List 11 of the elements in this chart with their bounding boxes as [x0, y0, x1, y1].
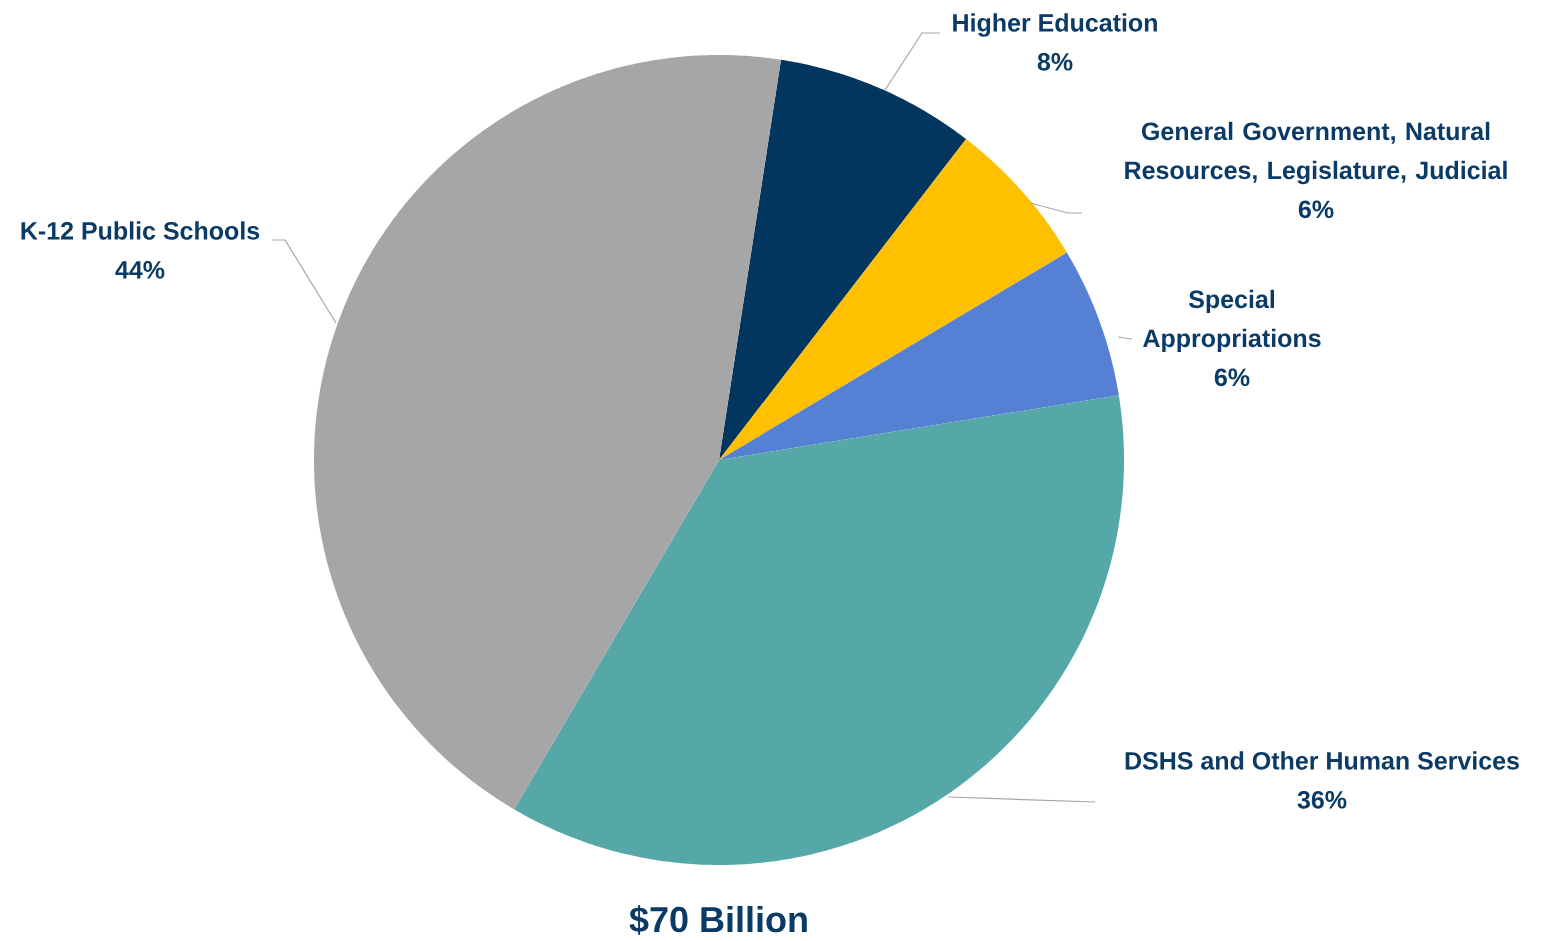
data-label: 6%: [1298, 200, 1334, 219]
slice-label: Higher Education: [953, 13, 1157, 37]
data-label: 6%: [1214, 368, 1250, 387]
slice-label: Special Appropriations: [1143, 289, 1321, 353]
text: $70 Billion: [629, 905, 807, 935]
slice-label: K-12 Public Schools: [21, 221, 260, 240]
data-label: 44%: [115, 261, 165, 279]
data-label: 8%: [1037, 52, 1073, 71]
slice-label: General Government, Natural Resources, Legislature, Judicial: [1125, 121, 1507, 185]
slice-label: DSHS and Other Human Services: [1125, 751, 1519, 770]
data-label: 36%: [1297, 790, 1347, 809]
